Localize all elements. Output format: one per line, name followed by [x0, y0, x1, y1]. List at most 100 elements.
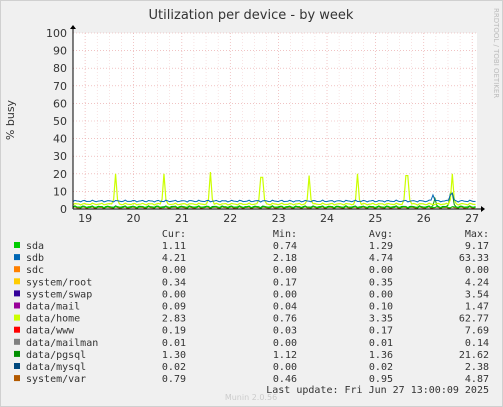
legend-value-cur: 0.79 — [162, 374, 186, 385]
legend-value-cur: 1.11 — [162, 241, 186, 252]
y-tick-label: 10 — [53, 185, 67, 198]
y-tick-label: 90 — [53, 45, 67, 58]
legend-series-name: sdb — [26, 253, 44, 264]
legend-value-max: 0.00 — [465, 265, 489, 276]
legend-swatch — [14, 266, 20, 273]
legend-value-min: 0.04 — [273, 302, 297, 313]
y-tick-labels: 0 10 20 30 40 50 60 70 80 90 100 — [46, 27, 67, 216]
legend-value-max: 7.69 — [465, 326, 489, 337]
legend-series-name: data/pgsql — [26, 350, 86, 361]
legend-series-name: sdc — [26, 265, 44, 276]
legend-series-name: data/mail — [26, 302, 80, 313]
legend-value-max: 3.54 — [465, 289, 489, 300]
last-update: Last update: Fri Jun 27 13:00:09 2025 — [266, 385, 489, 396]
legend-value-cur: 0.00 — [162, 289, 186, 300]
legend-value-min: 0.46 — [273, 374, 297, 385]
legend-value-max: 4.87 — [465, 374, 489, 385]
munin-version: Munin 2.0.56 — [225, 393, 277, 402]
grid — [73, 32, 477, 209]
legend-value-max: 2.38 — [465, 362, 489, 373]
legend-series-name: system/swap — [26, 289, 92, 300]
x-tick-label: 20 — [126, 212, 140, 225]
legend-value-avg: 0.01 — [369, 338, 393, 349]
x-tick-label: 23 — [272, 212, 286, 225]
x-axis-arrow — [481, 206, 485, 212]
legend-value-avg: 3.35 — [369, 314, 393, 325]
legend-value-min: 0.00 — [273, 362, 297, 373]
legend-value-cur: 0.00 — [162, 265, 186, 276]
x-tick-label: 21 — [175, 212, 189, 225]
legend-swatch — [14, 302, 20, 309]
legend-value-avg: 1.36 — [369, 350, 393, 361]
legend-value-min: 0.76 — [273, 314, 297, 325]
x-tick-label: 25 — [368, 212, 382, 225]
legend-value-min: 0.00 — [273, 338, 297, 349]
legend-value-avg: 0.95 — [369, 374, 393, 385]
legend-value-cur: 0.01 — [162, 338, 186, 349]
legend-swatch — [14, 290, 20, 297]
legend-column-header: Min: — [273, 229, 297, 240]
legend-swatch — [14, 350, 20, 357]
legend-series-name: data/www — [26, 326, 75, 337]
legend-value-max: 4.24 — [465, 277, 489, 288]
legend-value-avg: 0.17 — [369, 326, 393, 337]
legend-column-header: Max: — [465, 229, 489, 240]
series-lines — [72, 171, 476, 210]
y-axis-label: % busy — [4, 99, 17, 140]
legend-swatch — [14, 242, 20, 248]
legend-swatch — [14, 375, 20, 382]
chart-title: Utilization per device - by week — [149, 8, 354, 23]
axes — [70, 25, 485, 212]
legend-value-avg: 0.00 — [369, 265, 393, 276]
legend-series-name: data/mailman — [26, 338, 98, 349]
series-line-data-home — [72, 171, 476, 206]
legend-series-name: data/mysql — [26, 362, 86, 373]
legend-value-avg: 0.00 — [369, 289, 393, 300]
legend-series-name: sda — [26, 241, 44, 252]
legend-column-header: Cur: — [162, 229, 186, 240]
legend-series-name: system/var — [26, 374, 86, 385]
legend-value-cur: 0.19 — [162, 326, 186, 337]
legend-value-max: 62.77 — [459, 314, 489, 325]
legend-value-avg: 1.29 — [369, 241, 393, 252]
legend-value-min: 0.00 — [273, 265, 297, 276]
legend-value-cur: 1.30 — [162, 350, 186, 361]
legend-column-header: Avg: — [369, 229, 393, 240]
legend-value-avg: 0.10 — [369, 302, 393, 313]
legend-value-max: 1.47 — [465, 302, 489, 313]
series-line-sda — [72, 205, 476, 209]
legend-swatch — [14, 254, 20, 261]
legend-swatch — [14, 326, 20, 333]
y-tick-label: 40 — [53, 133, 67, 146]
y-tick-label: 50 — [53, 115, 67, 128]
y-axis-arrow — [70, 25, 76, 29]
legend-value-min: 1.12 — [273, 350, 297, 361]
legend-value-min: 2.18 — [273, 253, 297, 264]
x-tick-label: 19 — [78, 212, 92, 225]
legend-value-cur: 2.83 — [162, 314, 186, 325]
y-tick-label: 70 — [53, 80, 67, 93]
legend-value-min: 0.74 — [273, 241, 297, 252]
legend-value-cur: 0.34 — [162, 277, 186, 288]
series-line-sdb — [72, 192, 476, 203]
legend-value-min: 0.00 — [273, 289, 297, 300]
legend-value-min: 0.17 — [273, 277, 297, 288]
legend-series-name: system/root — [26, 277, 92, 288]
legend-value-cur: 0.02 — [162, 362, 186, 373]
legend-swatch — [14, 314, 20, 321]
legend-value-max: 63.33 — [459, 253, 489, 264]
legend-value-max: 9.17 — [465, 241, 489, 252]
legend-value-avg: 0.35 — [369, 277, 393, 288]
legend-swatch — [14, 363, 20, 369]
legend-value-avg: 4.74 — [369, 253, 393, 264]
x-tick-label: 26 — [417, 212, 431, 225]
legend-value-max: 21.62 — [459, 350, 489, 361]
y-tick-label: 100 — [46, 27, 67, 40]
rrdtool-credit: RRDTOOL / TOBI OETIKER — [492, 8, 500, 98]
legend-value-cur: 0.09 — [162, 302, 186, 313]
legend-value-max: 0.14 — [465, 338, 489, 349]
y-tick-label: 60 — [53, 97, 67, 110]
legend-value-avg: 0.02 — [369, 362, 393, 373]
y-tick-label: 0 — [60, 203, 67, 216]
